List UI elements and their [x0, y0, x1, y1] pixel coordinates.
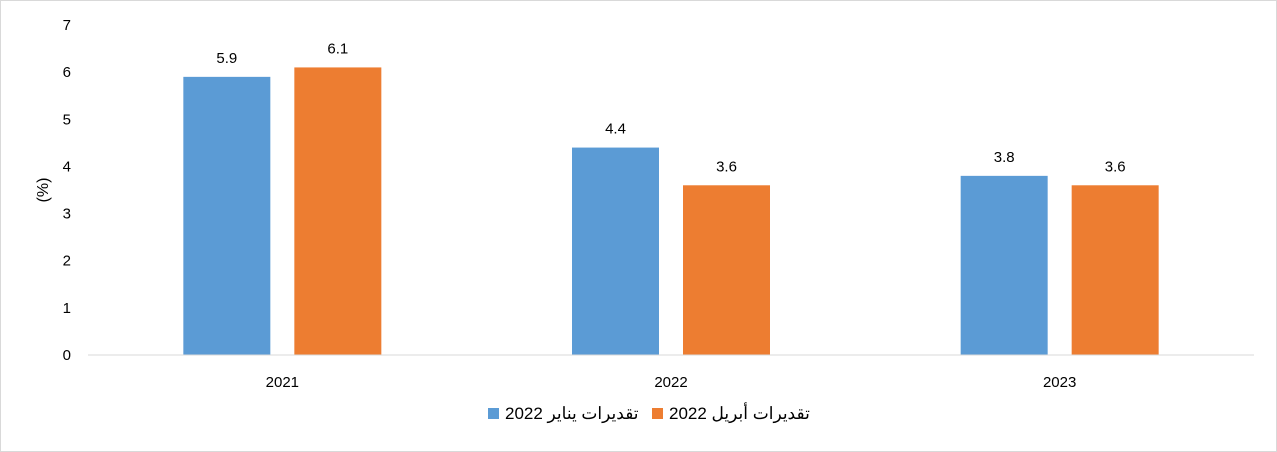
bar-2023-series-1 [960, 175, 1048, 355]
y-tick-label-3: 3 [63, 206, 71, 223]
bar-2021-series-2 [294, 67, 382, 355]
y-tick-label-4: 4 [63, 158, 71, 175]
data-label-2021-series-2: 6.1 [327, 40, 348, 57]
y-tick-label-2: 2 [63, 253, 71, 270]
legend-label-series-1: تقديرات يناير 2022 [505, 404, 639, 424]
bar-2022-series-2 [683, 185, 770, 355]
y-tick-label-5: 5 [63, 111, 71, 128]
data-label-2022-series-1: 4.4 [605, 121, 626, 138]
y-tick-label-1: 1 [63, 300, 71, 317]
bars-group: 5.9 6.1 4.4 3.6 3.8 3.6 [183, 40, 1159, 355]
x-axis: 2021 2022 2023 [266, 374, 1077, 391]
x-tick-label-2022: 2022 [654, 374, 687, 391]
data-label-2023-series-1: 3.8 [994, 149, 1015, 166]
legend: تقديرات يناير 2022 تقديرات أبريل 2022 [488, 402, 810, 424]
data-label-2022-series-2: 3.6 [716, 158, 737, 175]
x-tick-label-2021: 2021 [266, 374, 299, 391]
legend-label-series-2: تقديرات أبريل 2022 [669, 402, 810, 424]
y-tick-label-0: 0 [63, 347, 71, 364]
legend-swatch-series-2 [652, 408, 663, 419]
y-axis-title: (%) [35, 178, 52, 203]
y-tick-label-7: 7 [63, 17, 71, 34]
bar-2023-series-2 [1071, 185, 1159, 355]
y-axis: 0 1 2 3 4 5 6 7 [63, 17, 71, 364]
bar-2022-series-1 [572, 147, 659, 355]
data-label-2023-series-2: 3.6 [1105, 158, 1126, 175]
data-label-2021-series-1: 5.9 [216, 50, 237, 67]
legend-swatch-series-1 [488, 408, 499, 419]
x-tick-label-2023: 2023 [1043, 374, 1076, 391]
y-tick-label-6: 6 [63, 64, 71, 81]
bar-2021-series-1 [183, 76, 271, 355]
